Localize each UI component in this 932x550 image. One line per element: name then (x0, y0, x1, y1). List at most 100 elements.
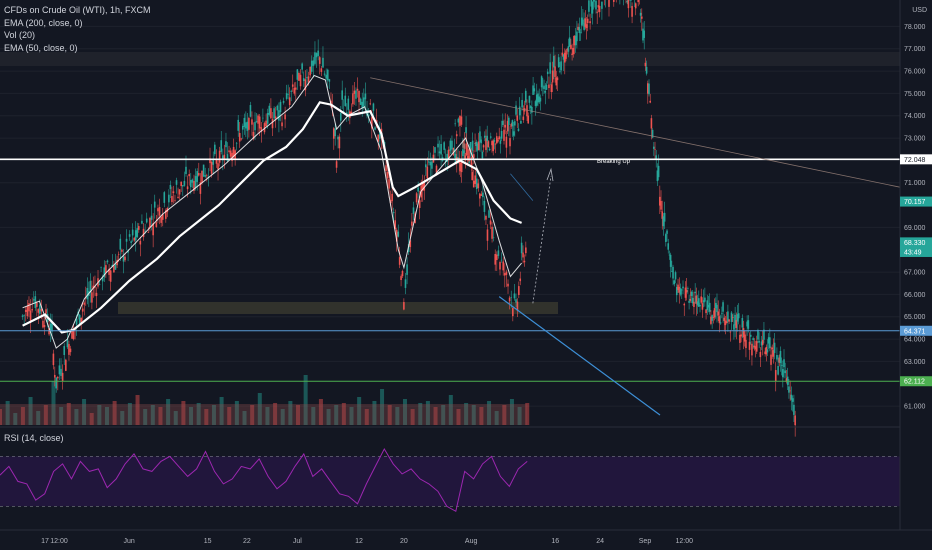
candle-body (662, 216, 665, 227)
candle-body (505, 271, 508, 275)
price-label-box (900, 154, 932, 165)
candle-body (483, 200, 486, 212)
candle-body (766, 349, 769, 353)
candle-body (597, 5, 600, 8)
candle-body (760, 341, 763, 346)
candle-body (566, 48, 569, 51)
candle-body (65, 359, 67, 371)
rsi-legend[interactable]: RSI (14, close) (4, 433, 64, 443)
candle-body (650, 118, 653, 129)
candle-body (457, 118, 460, 123)
candle-body (527, 115, 530, 124)
candle-body (543, 85, 545, 90)
candle-body (83, 302, 86, 305)
candle-body (181, 185, 184, 187)
candle-body (312, 60, 315, 66)
candle-body (301, 63, 303, 70)
candle-body (415, 193, 418, 203)
candle-body (511, 120, 514, 127)
time-axis[interactable] (0, 530, 932, 550)
candle-body (721, 313, 723, 314)
candle-body (199, 182, 202, 194)
candle-body (248, 117, 250, 130)
candle-body (601, 1, 603, 9)
candle-body (457, 157, 459, 164)
y-tick-label: 65.000 (904, 314, 926, 321)
candle-body (238, 132, 241, 142)
candle-body (794, 415, 796, 426)
ema50-legend[interactable]: EMA (50, close, 0) (4, 42, 78, 53)
volume-bar (66, 403, 71, 425)
candle-body (258, 116, 261, 129)
candle-body (201, 170, 203, 183)
candle-body (669, 254, 672, 267)
candle-body (729, 331, 732, 333)
candle-body (497, 139, 499, 142)
volume-bar (20, 407, 25, 425)
volume-bar (418, 403, 423, 425)
candle-body (473, 154, 475, 158)
candle-body (494, 143, 497, 145)
candle-body (363, 97, 365, 107)
ema50-line (22, 74, 522, 349)
volume-legend[interactable]: Vol (20) (4, 30, 36, 40)
x-tick-label: 20 (400, 538, 408, 545)
symbol-title[interactable]: CFDs on Crude Oil (WTI), 1h, FXCM (4, 5, 151, 15)
candle-body (251, 119, 253, 125)
price-label-box (900, 237, 932, 248)
candle-body (727, 311, 729, 322)
candle-body (767, 337, 770, 344)
candle-body (150, 215, 153, 220)
candle-body (36, 302, 38, 307)
candle-body (412, 207, 415, 214)
candle-body (469, 143, 471, 148)
candle-body (516, 301, 519, 311)
candle-body (226, 154, 229, 162)
volume-bar (143, 409, 148, 425)
candle-body (454, 123, 456, 125)
candle-body (105, 265, 107, 273)
candle-body (570, 45, 572, 49)
candle-body (678, 286, 681, 293)
candle-body (780, 364, 783, 366)
candle-body (513, 293, 516, 299)
volume-bar (257, 393, 262, 425)
price-axis[interactable] (900, 0, 932, 530)
candle-body (778, 357, 781, 363)
candle-body (240, 138, 243, 140)
candle-body (631, 6, 633, 17)
candle-body (474, 143, 476, 144)
candle-body (116, 259, 118, 266)
currency-label: USD (912, 7, 927, 14)
candle-body (455, 134, 458, 137)
candle-body (562, 54, 565, 60)
candle-body (719, 322, 722, 324)
candle-body (476, 143, 479, 151)
candle-body (144, 230, 146, 232)
candle-body (153, 201, 156, 208)
candle-body (58, 365, 61, 375)
candle-body (563, 52, 566, 63)
candle-body (654, 149, 656, 150)
candle-body (677, 284, 679, 290)
volume-bar (280, 409, 285, 425)
candle-body (133, 237, 136, 241)
candle-body (37, 309, 40, 313)
candle-body (553, 55, 555, 68)
candle-body (371, 116, 373, 129)
candle-body (488, 148, 491, 151)
candle-body (257, 115, 259, 124)
volume-bar (364, 409, 369, 425)
candle-body (34, 296, 37, 308)
candle-body (528, 95, 531, 103)
ema200-legend[interactable]: EMA (200, close, 0) (4, 17, 83, 28)
candle-body (279, 101, 282, 113)
candle-body (175, 180, 178, 185)
candle-body (777, 365, 779, 375)
volume-bar (189, 407, 194, 425)
x-tick-label: Sep (639, 538, 652, 545)
candle-body (735, 320, 738, 328)
candle-body (492, 237, 495, 239)
candle-body (404, 279, 407, 288)
